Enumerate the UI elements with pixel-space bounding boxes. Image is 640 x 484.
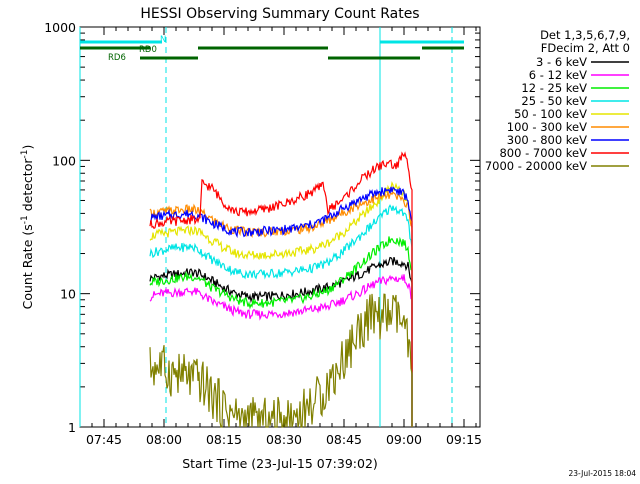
y-axis-label-sup2: -1: [20, 150, 30, 159]
plot-layer: 1 10 100 1000 07:45 08:00 08:15 08:30 08:45 09:00…: [44, 20, 482, 447]
annotation-label-n: N: [160, 35, 166, 45]
chart-title: HESSI Observing Summary Count Rates: [140, 6, 419, 22]
x-axis-label: Start Time (23-Jul-15 07:39:02): [182, 456, 378, 471]
legend-entry-label: 3 - 6 keV: [536, 55, 587, 69]
series-line-4: [149, 181, 413, 427]
legend-header-line-1: Det 1,3,5,6,7,9,: [540, 28, 630, 42]
series-line-0: [149, 256, 413, 427]
x-tick-label: 08:45: [326, 432, 362, 447]
legend-entry-label: 800 - 7000 keV: [499, 146, 587, 160]
legend-entry-label: 300 - 800 keV: [507, 133, 587, 147]
legend-entry-label: 12 - 25 keV: [521, 81, 587, 95]
legend-entry-label: 50 - 100 keV: [514, 107, 587, 121]
x-tick-label: 09:00: [386, 432, 422, 447]
y-axis-label-end: ): [20, 145, 35, 150]
x-tick-label: 08:00: [146, 432, 182, 447]
legend-header-line-2: FDecim 2, Att 0: [541, 41, 630, 55]
legend-entry-label: 100 - 300 keV: [507, 120, 587, 134]
plot-frame: [79, 26, 481, 428]
y-tick-label: 10: [60, 287, 76, 302]
x-tick-label: 08:30: [266, 432, 302, 447]
x-tick-label: 07:45: [86, 432, 122, 447]
footer-date: 23-Jul-2015 18:04: [568, 469, 636, 478]
y-tick-label: 1: [68, 420, 76, 435]
y-axis-label-sup1: -1: [20, 215, 30, 224]
y-axis-label-mid: detector: [20, 158, 35, 216]
y-axis-label-main: Count Rate (s: [20, 224, 35, 309]
x-tick-label: 08:15: [206, 432, 242, 447]
series-line-2: [149, 236, 413, 427]
annotation-label-rd0: RD0: [139, 45, 157, 55]
legend-entry-label: 6 - 12 keV: [529, 68, 587, 82]
y-tick-label: 1000: [44, 20, 76, 35]
series-line-5: [149, 191, 413, 427]
y-axis-label: Count Rate (s-1 detector-1): [20, 145, 35, 310]
x-tick-label: 09:15: [446, 432, 482, 447]
series-line-3: [149, 204, 413, 427]
y-tick-label: 100: [52, 153, 76, 168]
annotation-label-rd6: RD6: [108, 53, 126, 63]
legend-entry-label: 25 - 50 keV: [521, 94, 587, 108]
series-line-1: [149, 273, 413, 427]
series-line-7: [149, 151, 413, 427]
series-line-8: [149, 293, 413, 428]
legend-entry-label: 7000 - 20000 keV: [485, 159, 587, 173]
